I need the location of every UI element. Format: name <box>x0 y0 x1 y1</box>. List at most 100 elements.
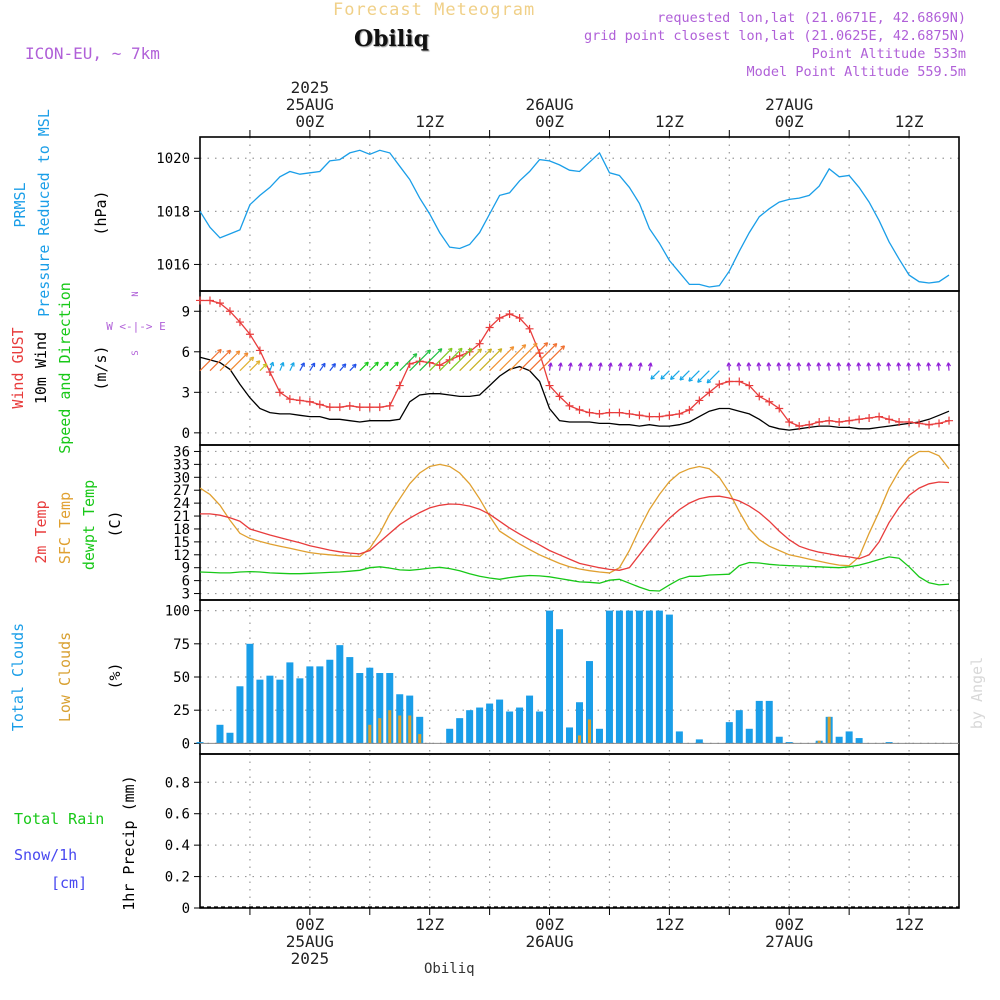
wind-arrow-shaft <box>650 370 660 380</box>
cloud-total-bar <box>316 666 324 744</box>
wind-arrow-shaft <box>807 362 810 371</box>
wind-arrow <box>876 362 882 371</box>
wind-arrow <box>746 362 752 371</box>
wind-arrow <box>209 349 232 372</box>
gust-point <box>895 418 904 427</box>
cloud-total-bar <box>546 610 554 744</box>
wind-arrow-shaft <box>937 362 940 371</box>
gust-point <box>475 339 484 348</box>
wind-arrow-head <box>237 350 241 356</box>
cloud-total-bar <box>456 718 464 744</box>
wind-arrow-head <box>562 345 566 350</box>
wind-arrow-head <box>857 362 862 367</box>
gust-point <box>455 351 464 360</box>
time-label-bottom: 12Z <box>415 915 444 934</box>
wind-arrow-shaft <box>787 362 790 371</box>
cloud-total-bar <box>236 686 244 744</box>
wind-arrow <box>269 361 275 371</box>
y-tick-label: 30 <box>173 470 190 486</box>
wind-arrow-head <box>907 362 912 367</box>
gust-point <box>875 412 884 421</box>
time-label-top: 12Z <box>895 112 924 131</box>
cloud-total-bar <box>775 736 783 744</box>
gust-point <box>785 418 794 427</box>
time-label-top: 00Z <box>775 112 804 131</box>
wind-arrow-head <box>219 349 222 354</box>
wind-arrow-shaft <box>608 362 612 371</box>
wind-arrow-head <box>396 362 399 367</box>
wind-arrow-head <box>344 363 347 368</box>
wind-arrow <box>499 344 527 372</box>
y-tick-label: 6 <box>182 345 190 361</box>
wind-arrow-shaft <box>598 362 602 371</box>
gust-point <box>835 418 844 427</box>
wind-arrow <box>906 362 912 371</box>
cloud-total-bar <box>595 728 603 744</box>
wind-arrow-shaft <box>309 362 316 372</box>
wind-arrow-head <box>620 362 623 367</box>
wind-arrow <box>279 361 285 371</box>
gust-point <box>745 381 754 390</box>
wind-arrow-shaft <box>847 362 850 371</box>
cloud-total-bar <box>476 707 484 744</box>
wind-arrow-shaft <box>509 342 538 372</box>
wind-arrow <box>529 342 558 372</box>
wind-arrow-shaft <box>867 362 870 371</box>
wind-arrow-head <box>334 363 336 368</box>
gust-point <box>765 397 774 406</box>
gust-point <box>685 405 694 414</box>
gust-point <box>425 358 434 367</box>
wind-arrow <box>679 370 690 381</box>
wind-arrow-head <box>650 362 653 367</box>
y-tick-label: 1016 <box>156 257 190 273</box>
time-label-bottom: 25AUG <box>286 932 334 951</box>
cloud-total-bar <box>496 699 504 744</box>
wind-arrow-shaft <box>319 362 326 372</box>
wind-arrow-head <box>555 343 558 348</box>
wind-arrow-shaft <box>489 346 515 372</box>
gust-point <box>695 396 704 405</box>
wind-arrow <box>389 361 399 372</box>
wind-arrow <box>650 370 660 380</box>
wind-arrow-head <box>570 362 573 367</box>
wind-arrow-shaft <box>229 352 249 372</box>
wind-arrow-head <box>837 362 842 367</box>
wind-arrow-shaft <box>409 349 431 372</box>
gust-point <box>625 409 634 418</box>
gust-point <box>235 318 244 327</box>
wind-arrow <box>946 362 952 371</box>
gust-point <box>305 397 314 406</box>
cloud-low-bar <box>408 715 412 744</box>
gust-point <box>196 296 204 305</box>
wind-arrow-head <box>817 362 822 367</box>
cloud-total-bar <box>526 695 534 744</box>
wind-arrow <box>736 362 742 371</box>
wind-arrow-shaft <box>660 370 670 380</box>
wind-arrow <box>339 363 347 372</box>
time-label-bottom: 00Z <box>535 915 564 934</box>
cloud-total-bar <box>566 727 574 744</box>
wind-arrow-shaft <box>219 350 241 372</box>
cloud-low-bar <box>368 724 372 744</box>
wind-arrow-shaft <box>737 362 740 371</box>
location-title: Obiliq <box>354 26 430 52</box>
cloud-total-bar <box>226 732 234 744</box>
cloud-total-bar <box>446 728 454 744</box>
cloud-total-bar <box>356 673 364 744</box>
cloud-total-bar <box>376 673 384 744</box>
wind-arrow-shaft <box>777 362 780 371</box>
wind-arrow <box>660 370 670 380</box>
y-tick-label: 33 <box>173 457 190 473</box>
wind-arrow-shaft <box>628 362 632 371</box>
pressure-reduced-label: Pressure Reduced to MSL <box>35 109 53 317</box>
wind-arrow-head <box>560 362 563 367</box>
gust-point <box>945 416 954 425</box>
wind-arrow-head <box>917 362 922 367</box>
y-tick-label: 1018 <box>156 204 190 220</box>
gust-point <box>795 422 804 431</box>
wind-arrow-head <box>808 362 812 367</box>
time-label-bottom: 12Z <box>895 915 924 934</box>
gust-point <box>645 412 654 421</box>
wind-arrow-head <box>523 344 527 349</box>
